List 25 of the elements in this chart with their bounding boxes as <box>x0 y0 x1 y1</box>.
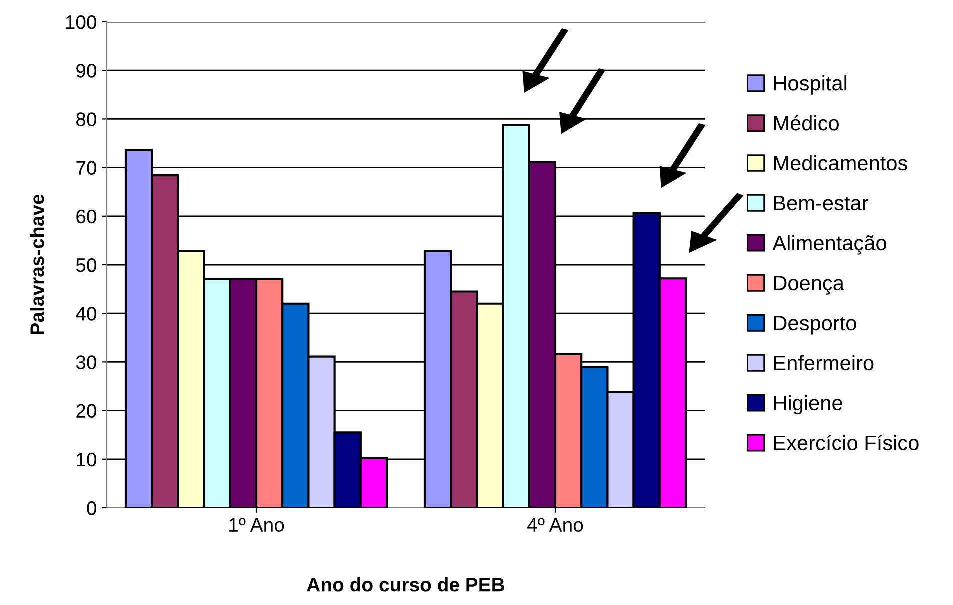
x-tick-label: 4º Ano <box>528 518 584 532</box>
legend-label: Hospital <box>774 75 847 95</box>
y-tick-label: 40 <box>76 307 97 321</box>
legend-label: Alimentação <box>772 235 886 255</box>
y-tick-label: 50 <box>76 258 97 272</box>
x-axis-title: Ano do curso de PEB <box>307 578 505 592</box>
legend-label: Desporto <box>774 316 856 335</box>
y-axis-title: Palavras-chave <box>30 194 44 335</box>
y-tick-label: 10 <box>77 452 97 467</box>
y-tick-label: 20 <box>76 404 97 418</box>
legend-label: Higiene <box>774 395 842 415</box>
legend-label: Medicamentos <box>774 155 908 171</box>
y-tick-label: 70 <box>76 161 97 176</box>
legend-label: Bem-estar <box>774 196 868 211</box>
y-tick-label: 100 <box>66 15 97 30</box>
legend-label: Exercício Físico <box>774 434 919 451</box>
y-tick-label: 0 <box>87 501 97 516</box>
x-tick-label: 1º Ano <box>230 518 284 532</box>
y-tick-label: 90 <box>76 64 97 78</box>
y-tick-label: 60 <box>76 210 97 224</box>
y-tick-label: 80 <box>76 112 97 126</box>
legend-label: Enfermeiro <box>774 355 874 371</box>
y-tick-label: 30 <box>76 356 97 370</box>
legend-label: Doença <box>774 276 844 295</box>
legend-label: Médico <box>774 115 839 131</box>
